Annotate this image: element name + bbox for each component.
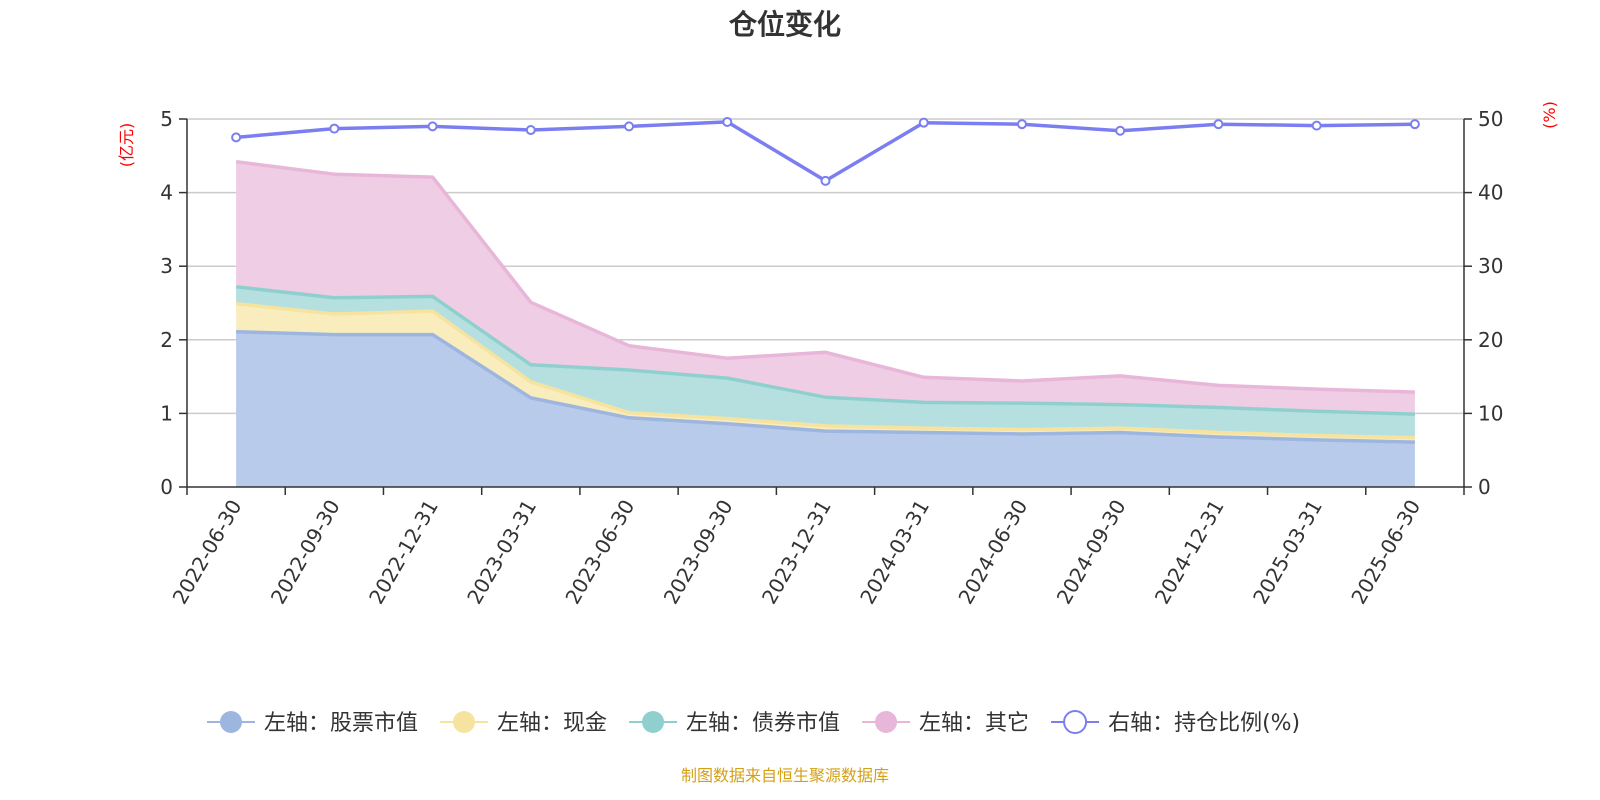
legend-label: 左轴：其它 xyxy=(919,711,1029,736)
ratio-polyline xyxy=(235,120,1415,183)
area-左轴：股票市值 xyxy=(236,331,1415,487)
area-line-左轴：股票市值 xyxy=(236,329,1415,444)
x-tick-label: 2023-12-31 xyxy=(757,496,836,609)
x-tick-label: 2024-03-31 xyxy=(855,495,934,608)
ratio-point xyxy=(1311,120,1322,131)
right-axis-unit: (%) xyxy=(1540,101,1559,129)
right-y-ticks: 0 10 20 30 40 50 xyxy=(1478,107,1503,499)
legend-item: 左轴：债券市值 xyxy=(629,711,840,736)
x-tick-label: 2025-06-30 xyxy=(1346,496,1425,609)
data-source-note: 制图数据来自恒生聚源数据库 xyxy=(681,766,889,785)
x-tick-label: 2023-09-30 xyxy=(659,496,738,609)
area-左轴：现金 xyxy=(236,303,1415,443)
x-tick-label: 2024-12-31 xyxy=(1150,496,1229,609)
left-y-ticks: 0 1 2 3 4 5 xyxy=(160,107,173,499)
x-tick-label: 2023-06-30 xyxy=(560,496,639,609)
x-tick-label: 2023-03-31 xyxy=(462,496,541,609)
area-line-左轴：债券市值 xyxy=(235,285,1415,416)
legend-marker xyxy=(1063,710,1088,734)
legend-item: 左轴：其它 xyxy=(862,711,1029,736)
left-y-tick-label: 2 xyxy=(160,328,173,352)
left-y-tick-label: 3 xyxy=(160,254,173,278)
area-line-左轴：现金 xyxy=(235,301,1415,440)
legend-marker xyxy=(875,711,898,733)
ratio-point xyxy=(918,117,929,128)
left-y-tick-label: 1 xyxy=(160,401,173,425)
ratio-point xyxy=(525,125,536,136)
x-ticks: 2022-06-30 2022-09-30 2022-12-31 2023-03-31… xyxy=(168,495,1426,608)
right-y-tick-label: 0 xyxy=(1478,475,1491,499)
legend-marker xyxy=(453,711,476,733)
right-y-tick-label: 20 xyxy=(1478,328,1503,352)
ratio-point xyxy=(1115,125,1126,136)
ratio-point xyxy=(1409,119,1420,130)
area-左轴：其它 xyxy=(236,161,1415,415)
x-tick-label: 2024-06-30 xyxy=(953,496,1032,609)
legend-label: 右轴：持仓比例(%) xyxy=(1108,711,1300,736)
legend: 左轴：股票市值 左轴：现金 左轴：债券市值 左轴：其它 右轴：持仓比例(%) xyxy=(207,710,1300,736)
right-y-tick-label: 40 xyxy=(1478,181,1503,205)
area-左轴：债券市值 xyxy=(236,286,1415,438)
chart-title: 仓位变化 xyxy=(729,8,841,41)
legend-item: 左轴：股票市值 xyxy=(207,711,418,736)
ratio-point xyxy=(329,123,340,134)
ratio-point xyxy=(231,132,242,143)
left-y-tick-label: 0 xyxy=(160,475,173,499)
legend-item: 右轴：持仓比例(%) xyxy=(1051,710,1300,736)
legend-label: 左轴：债券市值 xyxy=(686,711,840,736)
left-y-tick-label: 4 xyxy=(160,181,173,205)
ratio-point xyxy=(427,121,438,132)
ratio-point xyxy=(1213,119,1224,130)
axes xyxy=(179,118,1472,495)
x-tick-label: 2022-09-30 xyxy=(266,496,345,609)
ratio-point xyxy=(722,116,733,127)
legend-label: 左轴：现金 xyxy=(497,711,607,736)
legend-item: 左轴：现金 xyxy=(440,711,607,736)
legend-label: 左轴：股票市值 xyxy=(264,711,418,736)
x-tick-label: 2024-09-30 xyxy=(1052,496,1131,609)
left-axis-unit: (亿元) xyxy=(117,123,136,168)
area-line-左轴：其它 xyxy=(235,159,1415,394)
right-y-tick-label: 10 xyxy=(1478,401,1503,425)
ratio-point xyxy=(820,175,831,186)
ratio-line xyxy=(231,116,1420,186)
right-y-tick-label: 50 xyxy=(1478,107,1503,131)
stacked-areas xyxy=(236,161,1415,487)
right-y-tick-label: 30 xyxy=(1478,254,1503,278)
x-tick-label: 2025-03-31 xyxy=(1248,496,1327,609)
x-tick-label: 2022-12-31 xyxy=(364,495,443,608)
left-y-tick-label: 5 xyxy=(160,107,173,131)
ratio-point xyxy=(624,121,635,132)
legend-marker xyxy=(220,711,242,733)
x-tick-label: 2022-06-30 xyxy=(168,496,247,609)
area-top-lines xyxy=(235,159,1415,444)
ratio-point xyxy=(1016,119,1027,130)
legend-marker xyxy=(642,711,665,733)
